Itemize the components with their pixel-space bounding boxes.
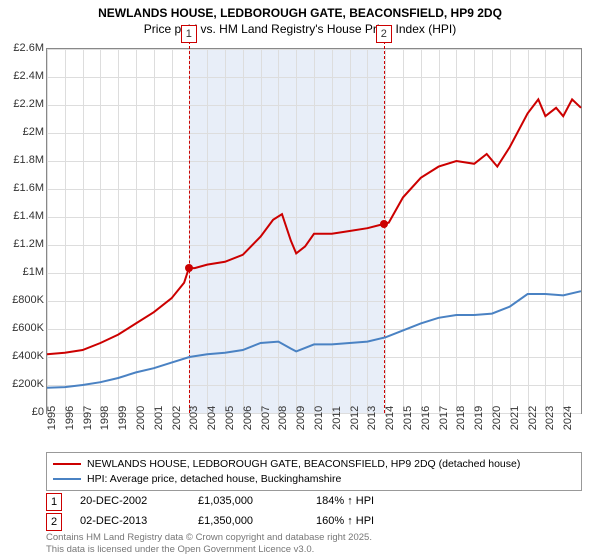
event-date: 02-DEC-2013 bbox=[80, 512, 180, 532]
y-axis-tick-label: £1.6M bbox=[2, 182, 44, 194]
x-axis-tick-label: 2013 bbox=[366, 406, 378, 430]
legend-item: NEWLANDS HOUSE, LEDBOROUGH GATE, BEACONS… bbox=[53, 457, 575, 472]
x-axis-tick-label: 2003 bbox=[188, 406, 200, 430]
chart-container: { "title_line1": "NEWLANDS HOUSE, LEDBOR… bbox=[0, 0, 600, 560]
event-price: £1,350,000 bbox=[198, 512, 298, 532]
chart-title-line1: NEWLANDS HOUSE, LEDBOROUGH GATE, BEACONS… bbox=[0, 0, 600, 22]
sale-events: 1 20-DEC-2002 £1,035,000 184% ↑ HPI 2 02… bbox=[46, 492, 582, 532]
y-axis-tick-label: £1M bbox=[2, 266, 44, 278]
series-hpi bbox=[47, 291, 581, 388]
event-marker-dot bbox=[380, 220, 388, 228]
x-axis-tick-label: 2001 bbox=[153, 406, 165, 430]
x-axis-tick-label: 2007 bbox=[260, 406, 272, 430]
legend-label: NEWLANDS HOUSE, LEDBOROUGH GATE, BEACONS… bbox=[87, 457, 520, 472]
event-price: £1,035,000 bbox=[198, 492, 298, 512]
event-marker-box: 2 bbox=[46, 513, 62, 531]
event-delta: 184% ↑ HPI bbox=[316, 492, 374, 512]
x-axis-tick-label: 1999 bbox=[117, 406, 129, 430]
chart-title-line2: Price paid vs. HM Land Registry's House … bbox=[0, 22, 600, 38]
x-axis-tick-label: 2023 bbox=[544, 406, 556, 430]
x-axis-tick-label: 2010 bbox=[313, 406, 325, 430]
event-marker-box: 1 bbox=[46, 493, 62, 511]
x-axis-tick-label: 2022 bbox=[527, 406, 539, 430]
x-axis-tick-label: 2018 bbox=[455, 406, 467, 430]
x-axis-tick-label: 1996 bbox=[64, 406, 76, 430]
x-axis-tick-label: 2021 bbox=[509, 406, 521, 430]
y-axis-tick-label: £200K bbox=[2, 378, 44, 390]
x-axis-tick-label: 2015 bbox=[402, 406, 414, 430]
x-axis-tick-label: 2019 bbox=[473, 406, 485, 430]
event-date: 20-DEC-2002 bbox=[80, 492, 180, 512]
x-axis-tick-label: 2020 bbox=[491, 406, 503, 430]
y-axis-tick-label: £0 bbox=[2, 406, 44, 418]
y-axis-tick-label: £2.4M bbox=[2, 70, 44, 82]
legend-swatch bbox=[53, 463, 81, 465]
x-axis-tick-label: 2016 bbox=[420, 406, 432, 430]
y-axis-tick-label: £1.8M bbox=[2, 154, 44, 166]
event-delta: 160% ↑ HPI bbox=[316, 512, 374, 532]
y-axis-tick-label: £2.6M bbox=[2, 42, 44, 54]
x-axis-tick-label: 1995 bbox=[46, 406, 58, 430]
event-row: 2 02-DEC-2013 £1,350,000 160% ↑ HPI bbox=[46, 512, 582, 532]
x-axis-tick-label: 2014 bbox=[384, 406, 396, 430]
x-axis-tick-label: 2011 bbox=[331, 406, 343, 430]
line-series-svg bbox=[47, 49, 581, 413]
x-axis-tick-label: 2002 bbox=[171, 406, 183, 430]
legend-label: HPI: Average price, detached house, Buck… bbox=[87, 472, 341, 487]
x-axis-tick-label: 2024 bbox=[562, 406, 574, 430]
y-axis-tick-label: £2M bbox=[2, 126, 44, 138]
x-axis-tick-label: 2000 bbox=[135, 406, 147, 430]
x-axis-tick-label: 2006 bbox=[242, 406, 254, 430]
x-axis-tick-label: 1998 bbox=[99, 406, 111, 430]
legend: NEWLANDS HOUSE, LEDBOROUGH GATE, BEACONS… bbox=[46, 452, 582, 491]
x-axis-tick-label: 2004 bbox=[206, 406, 218, 430]
x-axis-tick-label: 2017 bbox=[438, 406, 450, 430]
series-price_paid bbox=[47, 99, 581, 354]
footer-line: This data is licensed under the Open Gov… bbox=[46, 544, 372, 556]
x-axis-tick-label: 2009 bbox=[295, 406, 307, 430]
plot-area: 12 bbox=[46, 48, 582, 414]
event-marker-dot bbox=[185, 264, 193, 272]
x-axis-tick-label: 2008 bbox=[277, 406, 289, 430]
y-axis-tick-label: £1.4M bbox=[2, 210, 44, 222]
y-axis-tick-label: £2.2M bbox=[2, 98, 44, 110]
legend-item: HPI: Average price, detached house, Buck… bbox=[53, 472, 575, 487]
y-axis-tick-label: £800K bbox=[2, 294, 44, 306]
y-axis-tick-label: £400K bbox=[2, 350, 44, 362]
x-axis-tick-label: 1997 bbox=[82, 406, 94, 430]
y-axis-tick-label: £1.2M bbox=[2, 238, 44, 250]
footer-line: Contains HM Land Registry data © Crown c… bbox=[46, 532, 372, 544]
footer-attribution: Contains HM Land Registry data © Crown c… bbox=[46, 532, 372, 556]
x-axis-tick-label: 2005 bbox=[224, 406, 236, 430]
legend-swatch bbox=[53, 478, 81, 480]
y-axis-tick-label: £600K bbox=[2, 322, 44, 334]
event-marker-box: 2 bbox=[376, 25, 392, 43]
event-marker-box: 1 bbox=[181, 25, 197, 43]
event-row: 1 20-DEC-2002 £1,035,000 184% ↑ HPI bbox=[46, 492, 582, 512]
x-axis-tick-label: 2012 bbox=[349, 406, 361, 430]
